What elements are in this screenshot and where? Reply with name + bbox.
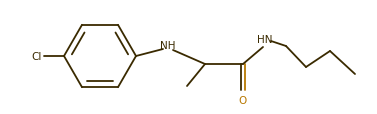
Text: Cl: Cl [32, 52, 42, 61]
Text: HN: HN [257, 35, 273, 45]
Text: NH: NH [160, 41, 176, 51]
Text: O: O [239, 95, 247, 105]
